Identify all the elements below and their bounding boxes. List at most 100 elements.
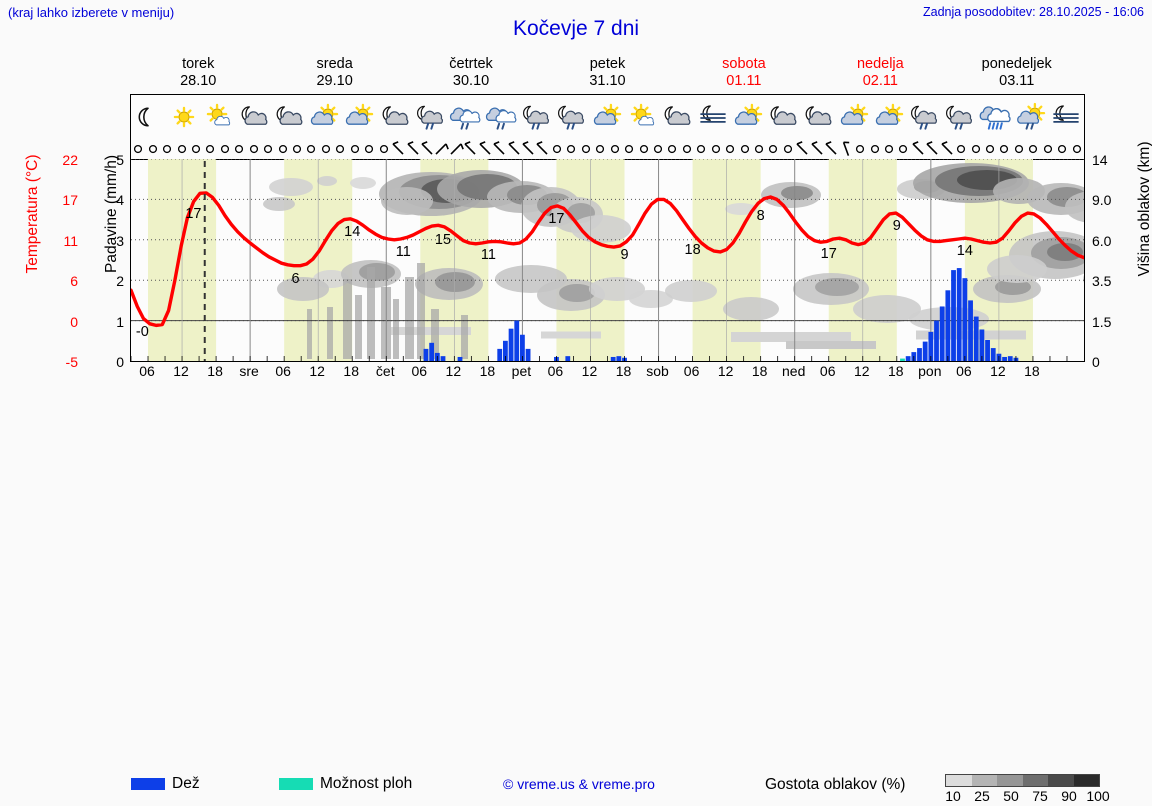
- wind-barb-calm-circle: [694, 138, 708, 159]
- day-name: četrtek: [449, 56, 493, 72]
- rain-bar: [951, 270, 956, 361]
- x-label-sre: sre: [239, 363, 259, 379]
- rain-bar: [514, 320, 520, 361]
- rain-bar: [928, 331, 934, 361]
- moon-icon: [131, 95, 166, 138]
- wind-barb-calm-circle: [752, 138, 766, 159]
- x-label-18: 18: [615, 363, 632, 379]
- rain-bar: [616, 356, 622, 361]
- x-label-06: 06: [956, 363, 972, 379]
- temperature-label: 17: [185, 206, 202, 223]
- moon-fog-icon: [1049, 95, 1084, 138]
- rain-legend-label: Dež: [172, 775, 200, 792]
- rain-bar: [457, 356, 463, 361]
- day-header-ponedeljek: ponedeljek 03.11: [949, 56, 1085, 94]
- day-name: torek: [182, 56, 215, 72]
- moon-cloud-rain-icon: [519, 95, 554, 138]
- day-header-četrtek: četrtek 30.10: [403, 56, 539, 94]
- wind-barb-barb-ne: [463, 138, 477, 159]
- wind-barb-calm-circle: [290, 138, 304, 159]
- temperature-label: 11: [395, 243, 411, 260]
- moon-cloud-icon: [378, 95, 413, 138]
- last-updated-text: Zadnja posodobitev: 28.10.2025 - 16:06: [922, 5, 1144, 19]
- showers-bar: [900, 358, 905, 361]
- cloud-density-blob: [263, 197, 295, 211]
- day-date: 03.11: [999, 73, 1035, 89]
- cloud-density-blob: [381, 187, 433, 215]
- day-header-torek: torek 28.10: [130, 56, 266, 94]
- copyright-link[interactable]: © vreme.us & vreme.pro: [503, 776, 655, 792]
- x-label-ned: ned: [782, 363, 806, 379]
- wind-barb-calm-circle: [622, 138, 636, 159]
- day-name: ponedeljek: [981, 56, 1052, 72]
- cloud-density-blob: [815, 278, 859, 296]
- sun-cloud-icon: [590, 95, 625, 138]
- day-date: 29.10: [316, 73, 353, 89]
- cloud-density-blob: [350, 177, 376, 189]
- precipitation-tick-5: 0: [116, 354, 124, 370]
- rain-bar: [956, 268, 962, 361]
- wind-barb-calm-circle: [593, 138, 607, 159]
- moon-cloud-icon: [802, 95, 837, 138]
- x-label-sob: sob: [646, 363, 669, 379]
- cloud-density-swatch-0: [946, 775, 972, 786]
- precip-streak: [461, 315, 468, 359]
- wind-barb-calm-circle: [564, 138, 578, 159]
- plot-area: -0 17 6 14 11 15 11 17 9 18 8 17 9 14: [131, 159, 1084, 361]
- cloud-density-haze: [731, 332, 851, 342]
- wind-barb-calm-circle: [579, 138, 593, 159]
- day-name: nedelja: [856, 56, 904, 72]
- sun-icon: [166, 95, 201, 138]
- cloud-density-legend-label: Gostota oblakov (%): [765, 776, 906, 793]
- wind-barb-calm-circle: [247, 138, 261, 159]
- rain-bar: [610, 356, 616, 361]
- cloud-rain-icon: [484, 95, 519, 138]
- wind-barb-calm-circle: [766, 138, 780, 159]
- cloudheight-tick-3: 3.5: [1092, 273, 1112, 290]
- wind-barb-calm-circle: [1055, 138, 1069, 159]
- temperature-label: 14: [344, 223, 361, 240]
- x-label-12: 12: [581, 363, 598, 379]
- showers-legend-label: Možnost ploh: [320, 775, 413, 792]
- forecast-chart[interactable]: -0 17 6 14 11 15 11 17 9 18 8 17 9 14: [130, 94, 1085, 362]
- cloudheight-tick-2: 6.0: [1092, 232, 1112, 249]
- cloud-density-swatch-2: [997, 775, 1023, 786]
- x-label-12: 12: [309, 363, 325, 379]
- x-label-18: 18: [479, 363, 496, 379]
- day-date: 31.10: [589, 73, 626, 89]
- x-label-12: 12: [717, 363, 734, 379]
- chart-legend: Dež Možnost ploh © vreme.us & vreme.pro …: [0, 386, 1152, 804]
- day-name: sobota: [722, 56, 766, 72]
- cloud-density-blob: [589, 277, 645, 301]
- temperature-label: 15: [434, 231, 452, 248]
- wind-barb-calm-circle: [362, 138, 376, 159]
- precip-streak: [405, 277, 414, 359]
- rain-color-swatch: [131, 778, 165, 790]
- weather-icon-strip: [131, 95, 1084, 138]
- wind-barb-barb-ne: [810, 138, 824, 159]
- rain-bar: [1007, 356, 1013, 361]
- cloud-density-tick-50: 50: [1003, 788, 1019, 804]
- x-label-pet: pet: [511, 363, 532, 379]
- wind-barb-calm-circle: [723, 138, 737, 159]
- sun-cloud-icon: [307, 95, 342, 138]
- rain-bar: [922, 341, 928, 361]
- x-label-18: 18: [888, 363, 904, 379]
- rain-bar: [429, 342, 435, 361]
- wind-barb-barb-ne: [940, 138, 954, 159]
- temperature-label: 9: [892, 218, 901, 235]
- sun-cloud-icon: [837, 95, 872, 138]
- x-label-06: 06: [275, 363, 291, 379]
- rain-bar: [525, 348, 531, 361]
- wind-barb-barb-ne: [535, 138, 549, 159]
- wind-barb-calm-circle: [218, 138, 232, 159]
- wind-barb-calm-circle: [333, 138, 347, 159]
- rain-bar: [917, 348, 922, 361]
- wind-barb-calm-circle: [997, 138, 1011, 159]
- temperature-tick-3: 6: [70, 273, 78, 290]
- precip-streak: [417, 263, 425, 359]
- precip-streak: [393, 299, 399, 359]
- day-header-nedelja: nedelja 02.11: [812, 56, 948, 94]
- rain-bar: [945, 290, 951, 361]
- wind-barb-barb-ne: [420, 138, 434, 159]
